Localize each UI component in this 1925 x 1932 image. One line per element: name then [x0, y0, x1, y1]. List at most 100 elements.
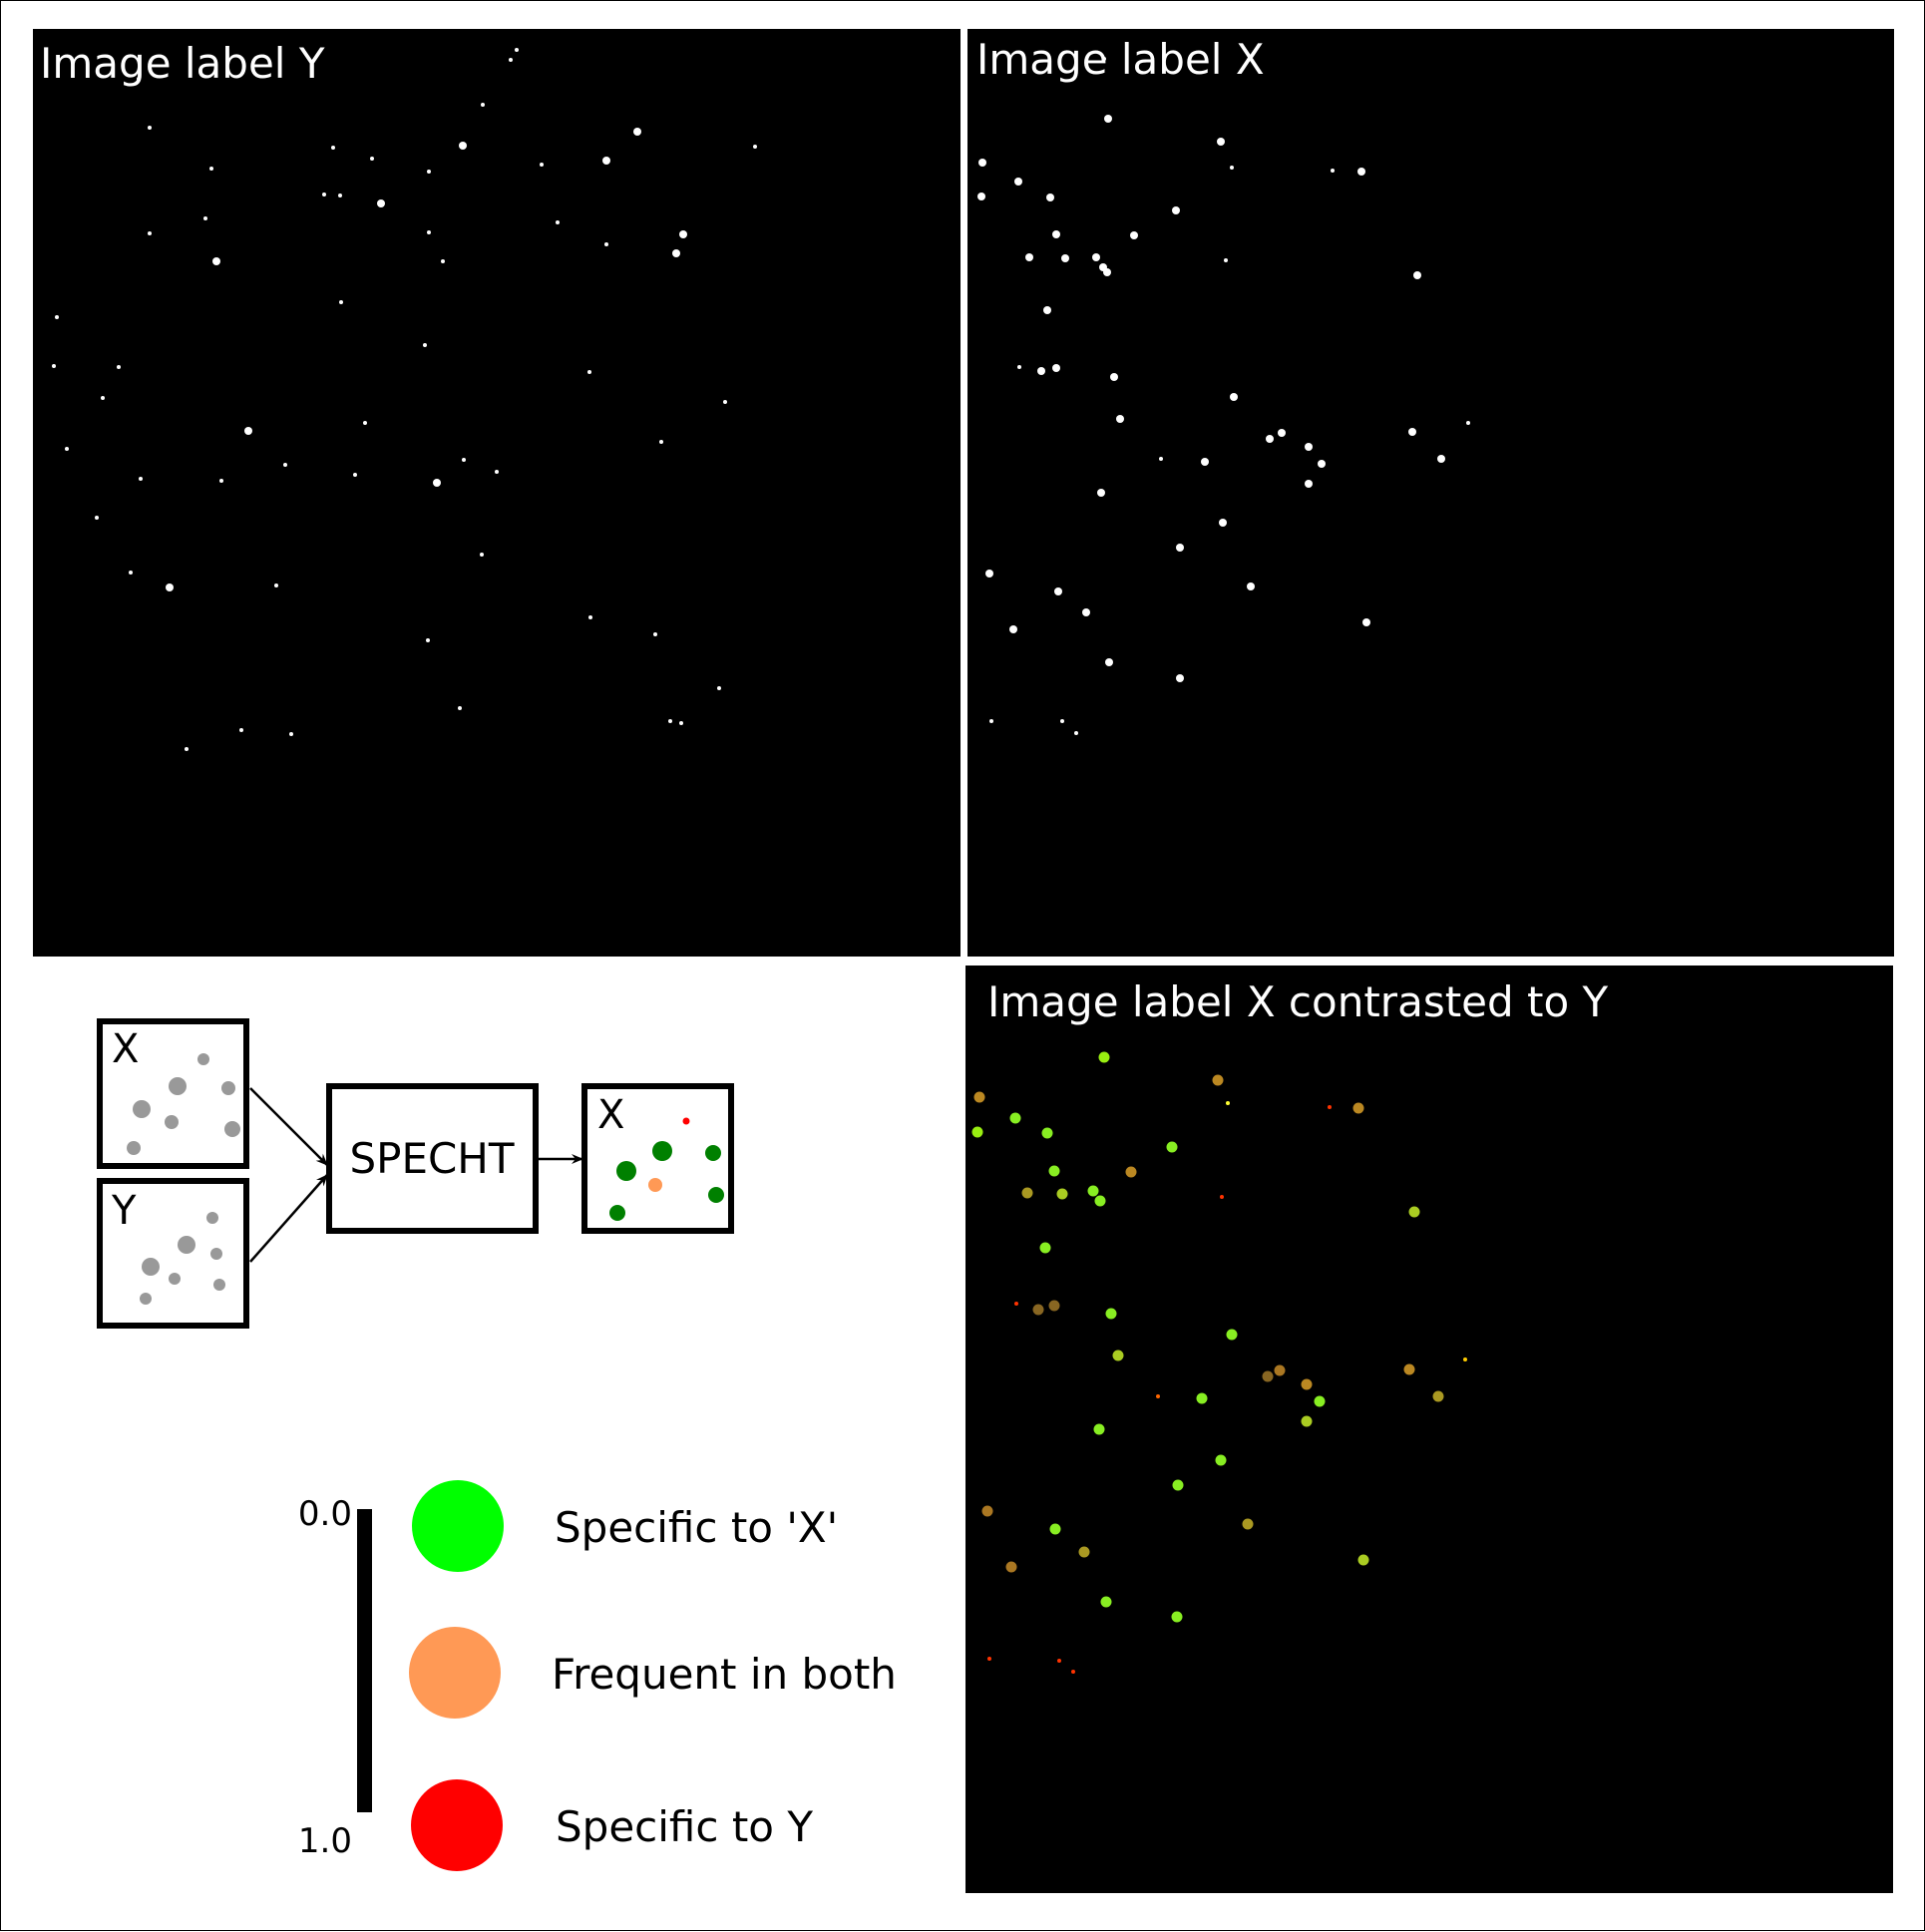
- panel-title-label-y: Image label Y: [40, 39, 324, 88]
- legend-swatch-frequent-both: [409, 1627, 501, 1719]
- contrasted-spot: [1226, 1101, 1230, 1105]
- fluorescence-spot: [587, 370, 591, 374]
- fluorescence-spot: [203, 216, 207, 220]
- fluorescence-spot: [723, 400, 727, 404]
- contrasted-spot: [987, 1657, 991, 1661]
- schematic-spot-green: [705, 1145, 721, 1161]
- contrasted-spot: [1243, 1519, 1254, 1530]
- contrasted-spot: [1006, 1562, 1017, 1573]
- fluorescence-spot: [427, 170, 431, 174]
- schematic-spot-green: [616, 1161, 636, 1181]
- fluorescence-spot: [139, 477, 143, 481]
- contrasted-spot: [982, 1506, 993, 1517]
- contrasted-spot: [1022, 1188, 1033, 1199]
- contrasted-spot: [1227, 1330, 1238, 1341]
- fluorescence-spot: [148, 126, 152, 130]
- schematic-spot: [133, 1100, 151, 1118]
- fluorescence-spot: [1176, 544, 1184, 552]
- fluorescence-spot: [602, 157, 610, 165]
- fluorescence-spot: [1217, 138, 1225, 146]
- fluorescence-spot: [653, 632, 657, 636]
- schematic-spot-red: [683, 1118, 690, 1125]
- contrasted-spot: [1353, 1103, 1364, 1114]
- contrasted-spot: [1049, 1301, 1060, 1312]
- fluorescence-spot: [679, 230, 687, 238]
- contrasted-spot: [1172, 1612, 1183, 1623]
- legend-label-specific-x: Specific to 'X': [555, 1503, 838, 1552]
- fluorescence-spot: [1052, 230, 1060, 238]
- fluorescence-spot: [363, 421, 367, 425]
- schematic-spot: [169, 1077, 187, 1095]
- fluorescence-spot: [1219, 519, 1227, 527]
- fluorescence-spot: [1172, 206, 1180, 214]
- fluorescence-spot: [1060, 719, 1064, 723]
- colorbar: 0.0 1.0: [298, 1494, 372, 1861]
- schematic-spot: [221, 1081, 235, 1095]
- fluorescence-spot: [1247, 582, 1255, 590]
- spots-layer-label-y: [33, 29, 961, 957]
- input-box-y-label: Y: [111, 1188, 137, 1234]
- schematic-spot: [165, 1115, 179, 1129]
- fluorescence-spot: [1110, 373, 1118, 381]
- fluorescence-spot: [219, 479, 223, 483]
- spots-layer-label-x: [967, 29, 1894, 957]
- fluorescence-spot: [427, 230, 431, 234]
- fluorescence-spot: [274, 583, 278, 587]
- contrasted-spot: [1328, 1105, 1332, 1109]
- fluorescence-spot: [1074, 731, 1078, 735]
- schematic-spot: [169, 1273, 181, 1285]
- schematic-spot: [213, 1279, 225, 1291]
- contrasted-spot: [1275, 1365, 1286, 1376]
- colorbar-bar: [357, 1509, 372, 1812]
- result-box: X: [584, 1086, 731, 1231]
- contrasted-spot: [1358, 1555, 1369, 1566]
- legend-swatch-specific-y: [411, 1779, 503, 1871]
- fluorescence-spot: [753, 145, 757, 149]
- specht-box: SPECHT: [329, 1086, 536, 1231]
- contrasted-spot: [1010, 1113, 1021, 1124]
- fluorescence-spot: [1082, 608, 1090, 616]
- fluorescence-spot: [1014, 178, 1022, 186]
- fluorescence-spot: [117, 365, 121, 369]
- contrasted-spot: [1040, 1243, 1051, 1254]
- fluorescence-spot: [1061, 254, 1069, 262]
- fluorescence-spot: [989, 719, 993, 723]
- fluorescence-spot: [509, 58, 513, 62]
- fluorescence-spot: [1362, 618, 1370, 626]
- contrasted-spot: [1033, 1305, 1044, 1316]
- fluorescence-spot: [55, 315, 59, 319]
- contrasted-spot: [1057, 1189, 1068, 1200]
- specht-schematic: X Y: [1, 959, 964, 1932]
- fluorescence-spot: [65, 447, 69, 451]
- fluorescence-spot: [1105, 658, 1113, 666]
- image-panel-label-x: Image label X: [967, 29, 1894, 957]
- fluorescence-spot: [1224, 258, 1228, 262]
- input-box-y: Y: [100, 1181, 246, 1326]
- fluorescence-spot: [556, 220, 560, 224]
- contrasted-spot: [1057, 1659, 1061, 1663]
- schematic-spot: [140, 1293, 152, 1305]
- fluorescence-spot: [1176, 674, 1184, 682]
- fluorescence-spot: [370, 157, 374, 161]
- legend: Specific to 'X' Frequent in both Specifi…: [409, 1480, 897, 1871]
- fluorescence-spot: [353, 473, 357, 477]
- image-panel-contrast: Image label X contrasted to Y: [965, 966, 1893, 1893]
- fluorescence-spot: [588, 615, 592, 619]
- schematic-spot: [178, 1236, 195, 1254]
- fluorescence-spot: [129, 571, 133, 575]
- fluorescence-spot: [52, 364, 56, 368]
- fluorescence-spot: [1230, 393, 1238, 401]
- fluorescence-spot: [604, 242, 608, 246]
- contrasted-spot: [1088, 1186, 1099, 1197]
- fluorescence-spot: [166, 583, 174, 591]
- schematic-spot: [210, 1248, 222, 1260]
- fluorescence-spot: [480, 553, 484, 557]
- fluorescence-spot: [433, 479, 441, 487]
- schematic-spot: [197, 1053, 209, 1065]
- fluorescence-spot: [339, 300, 343, 304]
- spots-layer-contrast: [965, 966, 1893, 1893]
- fluorescence-spot: [322, 193, 326, 196]
- panel-title-contrast: Image label X contrasted to Y: [987, 977, 1608, 1026]
- arrow-x-to-specht: [250, 1088, 327, 1165]
- contrasted-spot: [1216, 1455, 1227, 1466]
